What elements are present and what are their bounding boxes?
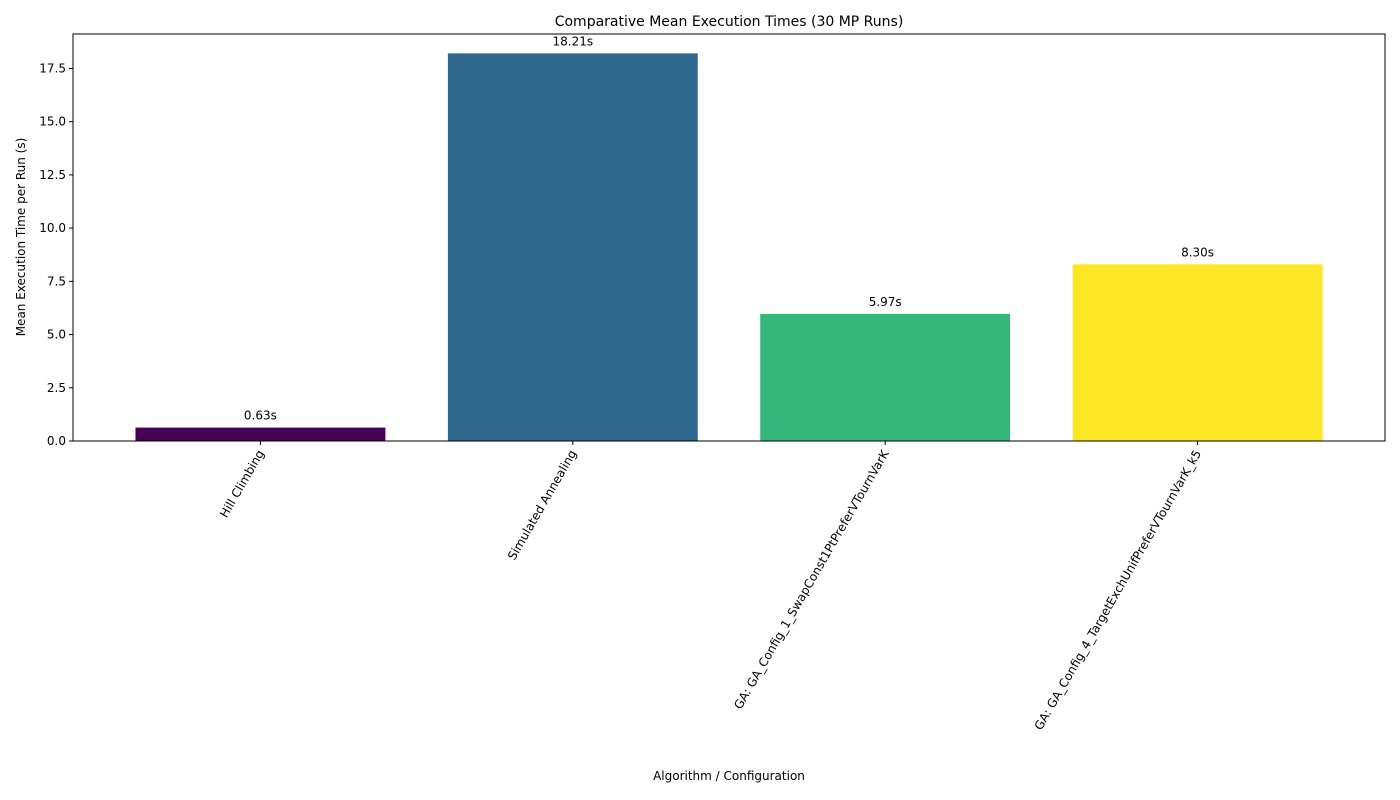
x-tick-label: Hill Climbing bbox=[217, 448, 267, 521]
bars-group bbox=[135, 53, 1323, 441]
y-tick-label: 0.0 bbox=[47, 434, 66, 448]
y-tick-label: 7.5 bbox=[47, 274, 66, 288]
plot-frame bbox=[72, 33, 1386, 442]
bar-value-label: 0.63s bbox=[244, 409, 277, 423]
bar-value-label: 8.30s bbox=[1181, 245, 1214, 259]
y-tick-label: 2.5 bbox=[47, 381, 66, 395]
data-labels-group: 0.63s 18.21s 5.97s 8.30s bbox=[244, 34, 1214, 422]
bar-value-label: 5.97s bbox=[869, 295, 902, 309]
y-axis: 0.0 2.5 5.0 7.5 10.0 12.5 15.0 17.5 bbox=[39, 61, 73, 448]
x-tick-label: GA: GA_Config_1_SwapConst1PtPreferVTourn… bbox=[731, 447, 892, 712]
x-tick-label: Simulated Annealing bbox=[505, 448, 579, 563]
y-tick-label: 5.0 bbox=[47, 328, 66, 342]
y-tick-label: 15.0 bbox=[39, 115, 66, 129]
y-tick-label: 10.0 bbox=[39, 221, 66, 235]
bar-value-label: 18.21s bbox=[553, 34, 594, 48]
chart-title: Comparative Mean Execution Times (30 MP … bbox=[555, 14, 904, 30]
x-axis: Hill Climbing Simulated Annealing GA: GA_C… bbox=[217, 441, 1204, 732]
x-axis-label: Algorithm / Configuration bbox=[653, 769, 805, 783]
bar-2 bbox=[447, 53, 698, 441]
y-tick-label: 17.5 bbox=[39, 61, 66, 75]
x-tick-label: GA: GA_Config_4_TargetExchUnifPreferVTou… bbox=[1032, 448, 1205, 733]
bar-1 bbox=[135, 427, 386, 441]
y-axis-label: Mean Execution Time per Run (s) bbox=[14, 138, 28, 337]
bar-3 bbox=[760, 313, 1011, 441]
y-tick-label: 12.5 bbox=[39, 168, 66, 182]
bar-4 bbox=[1072, 264, 1323, 441]
